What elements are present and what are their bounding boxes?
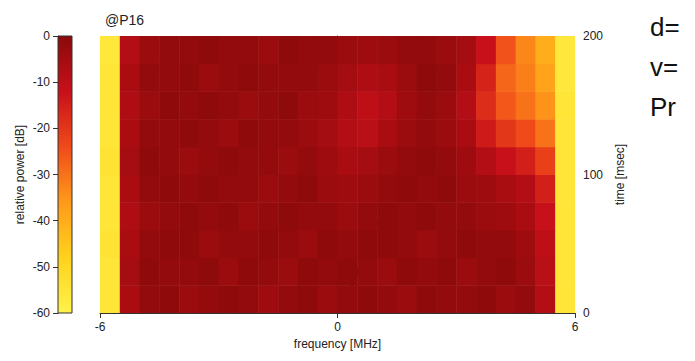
svg-text:-6: -6 (95, 320, 106, 334)
svg-text:@P16: @P16 (105, 12, 144, 28)
svg-text:relative power [dB]: relative power [dB] (13, 125, 27, 224)
svg-text:v=: v= (650, 52, 678, 82)
svg-text:100: 100 (583, 168, 603, 182)
svg-text:200: 200 (583, 29, 603, 43)
svg-text:-60: -60 (33, 306, 51, 320)
svg-text:0: 0 (334, 320, 341, 334)
svg-text:Pr: Pr (650, 92, 676, 122)
svg-text:6: 6 (572, 320, 579, 334)
svg-text:-20: -20 (33, 121, 51, 135)
svg-text:-10: -10 (33, 75, 51, 89)
svg-text:0: 0 (43, 29, 50, 43)
svg-text:-50: -50 (33, 260, 51, 274)
svg-text:-30: -30 (33, 168, 51, 182)
svg-text:time [msec]: time [msec] (613, 144, 627, 205)
svg-text:frequency [MHz]: frequency [MHz] (294, 337, 381, 351)
svg-text:d=: d= (650, 12, 680, 42)
svg-text:0: 0 (583, 306, 590, 320)
svg-text:-40: -40 (33, 214, 51, 228)
